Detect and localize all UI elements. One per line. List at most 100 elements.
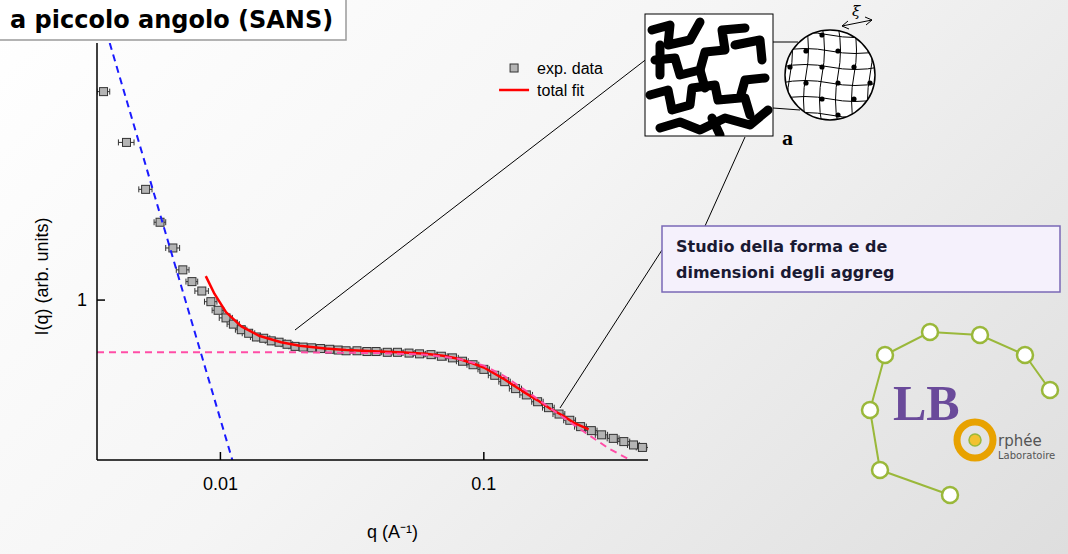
legend: exp. data total fit — [499, 60, 603, 99]
logo-core — [969, 434, 981, 446]
data-point — [598, 431, 606, 439]
data-point — [207, 298, 215, 306]
x-error-bar — [627, 442, 639, 448]
data-point — [100, 88, 108, 96]
network-strand — [852, 25, 857, 125]
data-point — [179, 266, 187, 274]
y-axis — [96, 43, 98, 460]
aggregate-blob — [656, 45, 665, 75]
network-node — [819, 64, 824, 69]
logo-node — [862, 402, 878, 418]
x-error-bar — [636, 444, 648, 450]
panel-label: a — [782, 125, 793, 150]
aggregate-box — [645, 14, 773, 136]
network-strand — [836, 25, 841, 125]
network-node — [787, 32, 792, 37]
aggregate-blob — [700, 70, 705, 88]
data-point — [629, 441, 637, 449]
network-strand — [780, 113, 880, 118]
x-axis — [97, 459, 648, 461]
x-error-bar — [618, 439, 630, 445]
network-node — [867, 112, 872, 117]
x-error-bar — [204, 299, 216, 305]
network-node — [851, 32, 856, 37]
logo-node — [877, 347, 893, 363]
legend-label: exp. data — [537, 60, 603, 77]
x-error-bar — [154, 219, 166, 225]
data-point — [609, 434, 617, 442]
x-error-bar — [595, 432, 607, 438]
logo-node — [942, 487, 958, 503]
x-error-bar — [97, 89, 110, 95]
annotation-text: Studio della forma e de — [676, 237, 887, 256]
network-node — [835, 48, 840, 53]
network-node — [819, 32, 824, 37]
x-tick — [483, 452, 485, 460]
logo: LBrphéeLaboratoire — [862, 324, 1058, 503]
logo-node — [972, 327, 988, 343]
network-node — [803, 80, 808, 85]
title-box: a piccolo angolo (SANS) — [0, 0, 346, 40]
data-point — [142, 185, 150, 193]
legend-label: total fit — [537, 82, 585, 99]
aggregate-blob — [712, 118, 720, 135]
x-error-bar — [186, 279, 198, 285]
network-node — [835, 112, 840, 117]
network-strand — [804, 25, 809, 125]
network-node — [803, 112, 808, 117]
xi-label: ξ — [852, 2, 861, 20]
aggregate-blob — [745, 98, 750, 115]
logo-link — [880, 470, 950, 495]
aggregate-blob — [735, 40, 762, 60]
network-strand — [820, 25, 825, 125]
dashed-line — [110, 43, 233, 460]
title-frame — [0, 0, 346, 40]
y-axis-title: I(q) (arb. units) — [32, 217, 52, 335]
leader-line — [295, 14, 705, 330]
network-strand — [780, 65, 880, 70]
chart: 0.010.11q (A⁻¹)I(q) (arb. units)exp. dat… — [32, 43, 648, 542]
logo-subtitle: Laboratoire — [998, 450, 1055, 461]
slide: 0.010.11q (A⁻¹)I(q) (arb. units)exp. dat… — [0, 0, 1068, 554]
aggregate-figure: ξa — [295, 2, 880, 408]
xi-arrow — [842, 20, 872, 26]
data-point — [188, 278, 196, 286]
aggregate-blobs — [650, 22, 768, 135]
data-point — [620, 438, 628, 446]
network-strand — [780, 33, 880, 38]
logo-name: rphée — [998, 432, 1042, 450]
annotation-text: dimensioni degli aggreg — [676, 263, 895, 282]
network-node — [787, 96, 792, 101]
logo-node — [872, 462, 888, 478]
title: a piccolo angolo (SANS) — [10, 6, 333, 34]
y-tick-label: 1 — [77, 290, 87, 310]
x-tick-label: 0.1 — [471, 474, 496, 494]
y-tick — [97, 299, 105, 301]
data-point — [638, 443, 646, 451]
x-error-bar — [139, 186, 152, 192]
network-node — [851, 96, 856, 101]
x-error-bar — [195, 288, 208, 294]
network-node — [867, 80, 872, 85]
plot-data — [97, 43, 648, 460]
x-tick — [220, 452, 222, 460]
x-error-bar — [212, 307, 224, 313]
data-point — [122, 138, 130, 146]
x-error-bar — [607, 435, 619, 441]
leader-line — [705, 137, 745, 226]
scatter-series — [97, 88, 648, 452]
zoom-line — [773, 108, 800, 110]
x-error-bar — [118, 139, 134, 145]
leader-line — [560, 250, 662, 408]
network-node — [851, 64, 856, 69]
logo-node — [922, 324, 938, 340]
logo-node — [1017, 347, 1033, 363]
network-strand — [780, 49, 880, 54]
network-strand — [868, 25, 873, 125]
network-strand — [780, 81, 880, 86]
data-point — [198, 287, 206, 295]
data-point — [587, 427, 595, 435]
logo-node — [1042, 382, 1058, 398]
data-point — [214, 306, 222, 314]
network-node — [867, 48, 872, 53]
